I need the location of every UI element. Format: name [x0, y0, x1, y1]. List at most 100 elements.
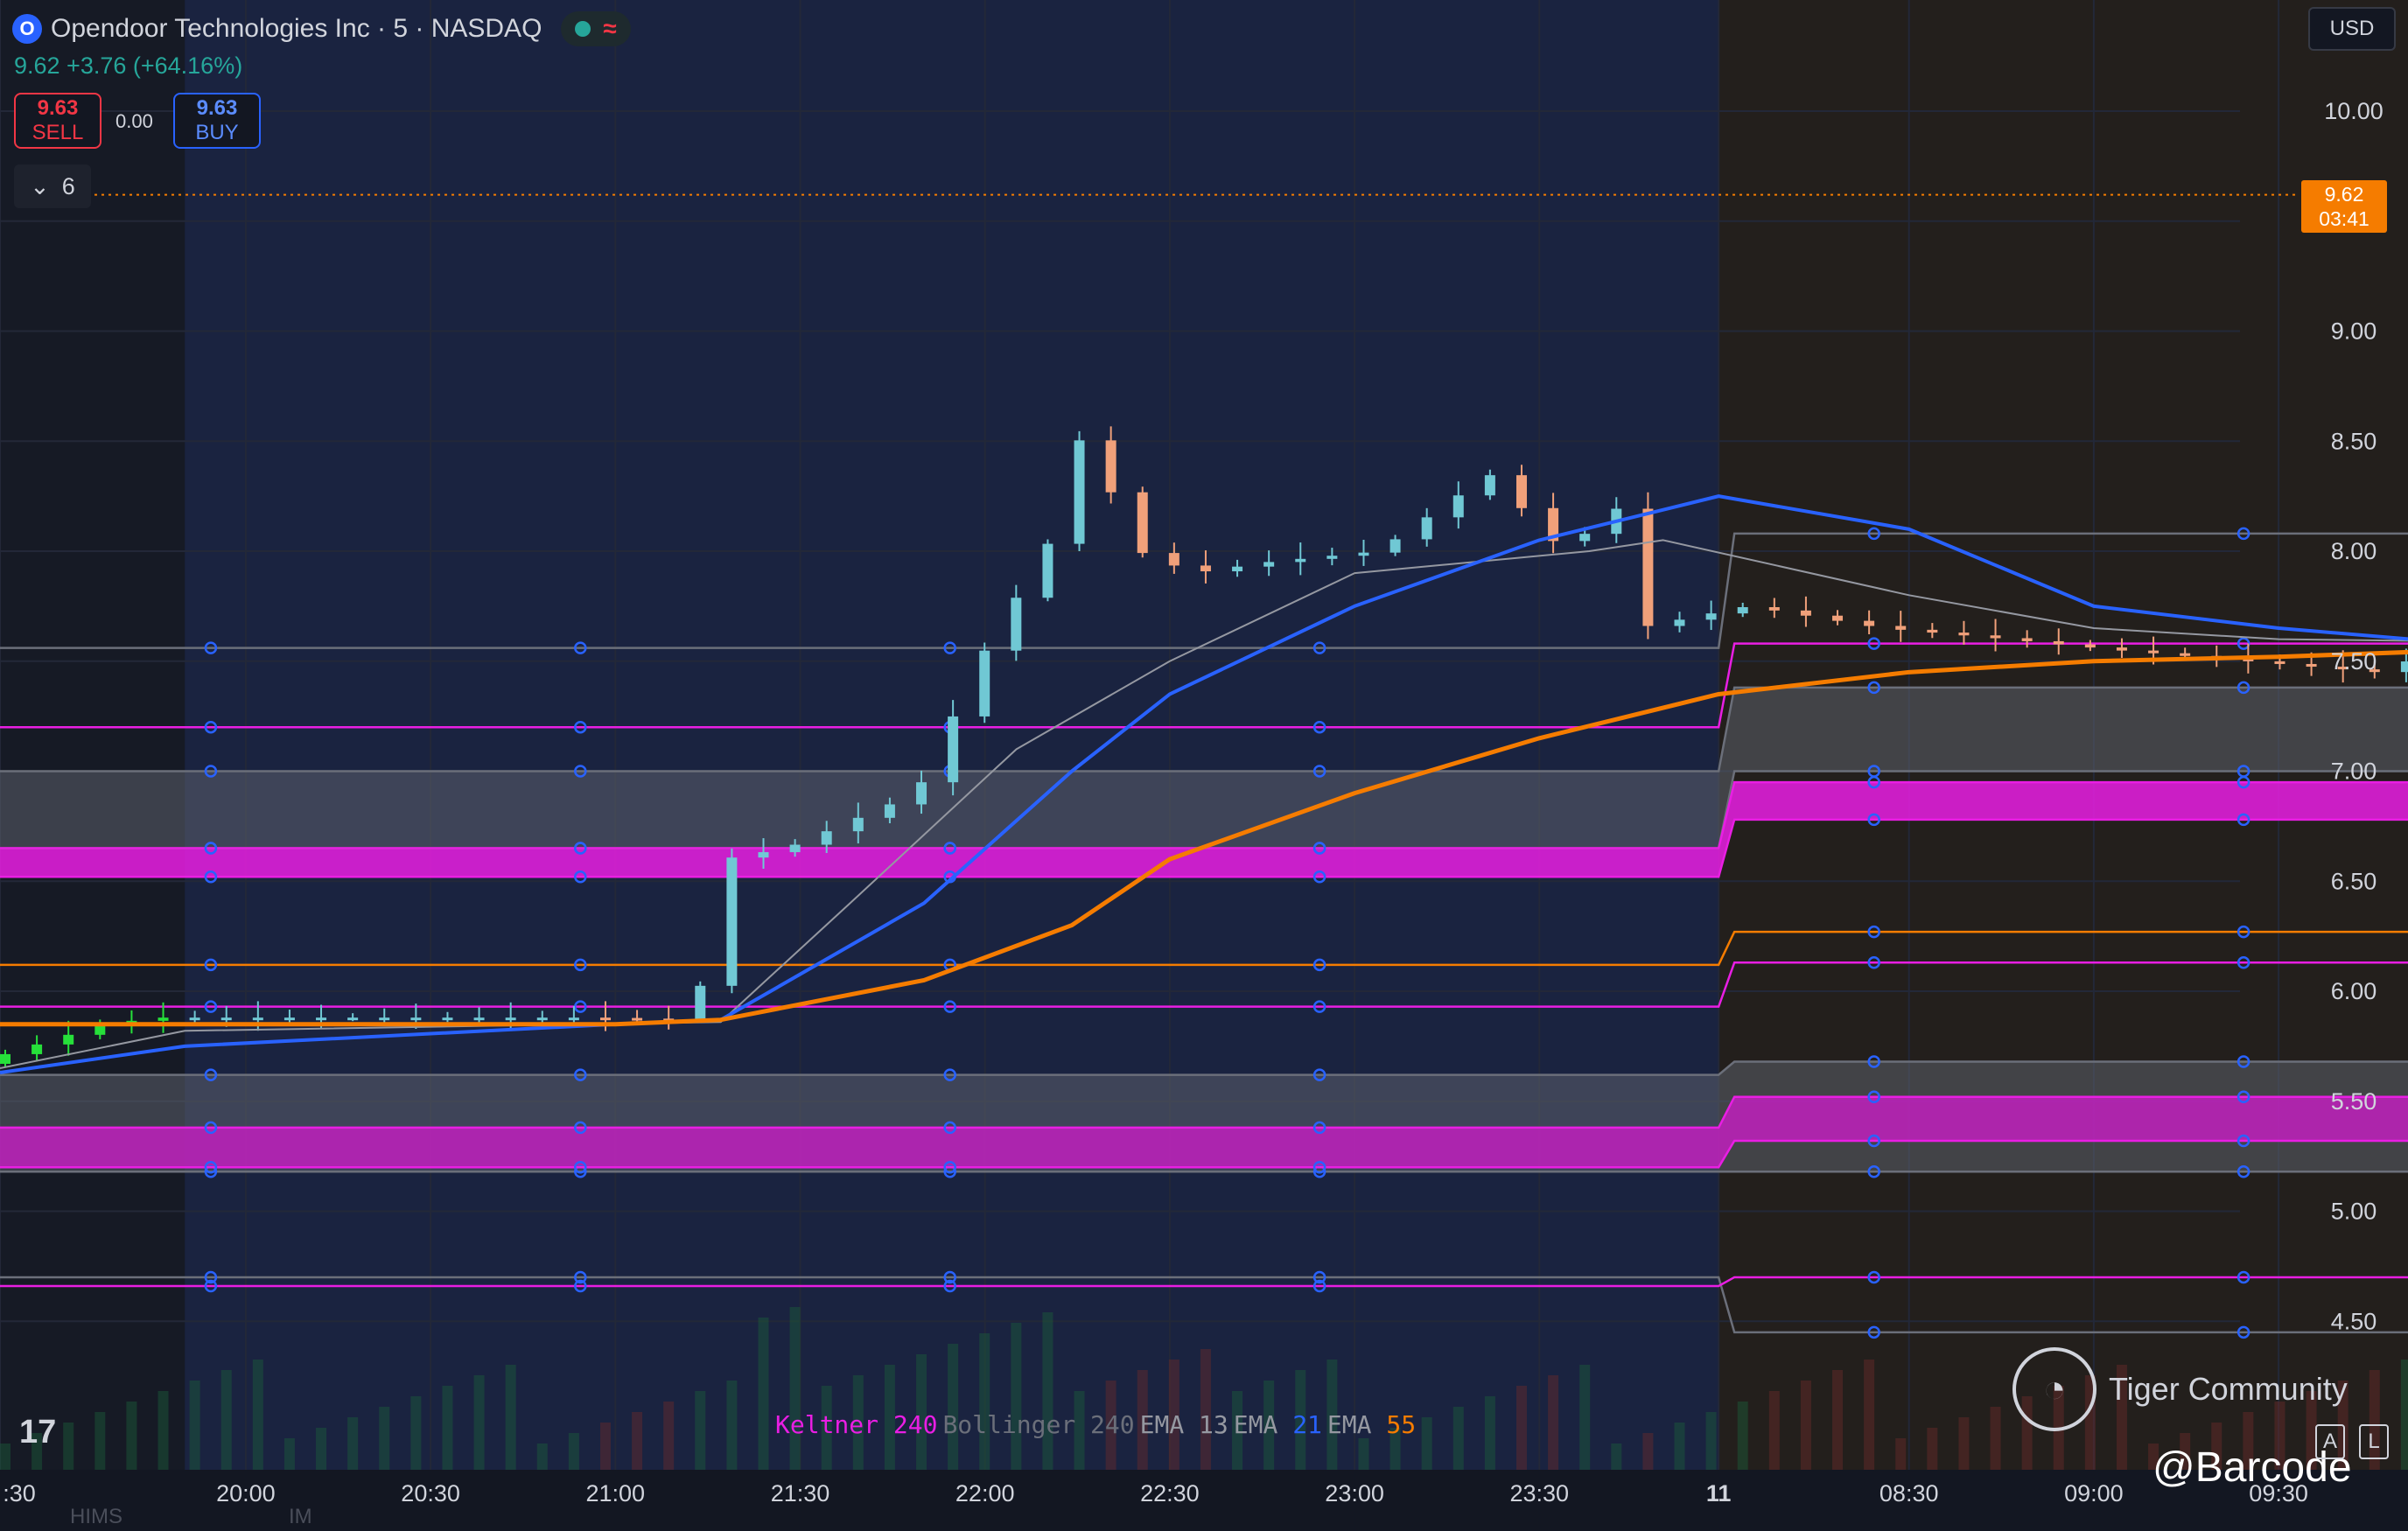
candle-body — [695, 985, 706, 1020]
tab-hims[interactable]: HIMS — [70, 1505, 122, 1528]
band-marker — [574, 1279, 587, 1293]
candlesticks — [0, 426, 2408, 1068]
sell-price: 9.63 — [37, 96, 79, 120]
candle-body — [789, 844, 801, 853]
market-status[interactable]: ≈ — [561, 11, 631, 46]
candle-body — [1011, 598, 1022, 651]
volume-bar — [1042, 1312, 1054, 1470]
x-tick-label: 21:00 — [586, 1480, 646, 1507]
volume-bar — [789, 1307, 801, 1470]
y-tick-label: 6.50 — [2331, 868, 2377, 894]
candle-body — [1737, 607, 1748, 614]
volume-bar — [1832, 1370, 1844, 1470]
candle-body — [821, 831, 832, 845]
candle-body — [1452, 495, 1464, 518]
candle-body — [1800, 610, 1811, 616]
candle-body — [473, 1017, 485, 1021]
market-open-icon — [575, 21, 592, 37]
x-tick-label: 20:00 — [216, 1480, 276, 1507]
symbol-header[interactable]: O Opendoor Technologies Inc · 5 · NASDAQ… — [12, 9, 631, 49]
band-marker — [2236, 1090, 2250, 1103]
volume-bar — [2243, 1412, 2254, 1470]
legend-ema-21[interactable]: EMA 21 — [1233, 1410, 1322, 1439]
candle-body — [158, 1017, 169, 1021]
y-tick-label: 6.00 — [2331, 978, 2377, 1004]
band-marker — [204, 842, 218, 855]
symbol-title[interactable]: Opendoor Technologies Inc · 5 · NASDAQ — [51, 14, 542, 43]
candle-body — [852, 817, 864, 832]
price-change: 9.62 +3.76 (+64.16%) — [14, 52, 243, 79]
band-marker — [574, 842, 587, 855]
tiger-community-watermark: ◔ Tiger Community — [2012, 1347, 2348, 1431]
indicator-legend[interactable]: Keltner 240 Bollinger 240 EMA 13 EMA 21 … — [775, 1410, 1416, 1439]
band-line-keltner-upper — [0, 642, 2408, 729]
band-marker — [2236, 1164, 2250, 1178]
legend-ema-13[interactable]: EMA 13 — [1139, 1410, 1228, 1439]
candle-body — [2306, 663, 2317, 668]
buy-button[interactable]: 9.63 BUY — [173, 93, 261, 149]
legend-bollinger[interactable]: Bollinger 240 — [942, 1410, 1135, 1439]
candle-body — [1264, 562, 1275, 567]
candle-body — [726, 857, 738, 986]
band-marker — [2236, 527, 2250, 541]
y-tick-label: 7.50 — [2331, 648, 2377, 675]
volume-bar — [632, 1412, 643, 1470]
candle-body — [316, 1017, 327, 1021]
band-marker — [1867, 1055, 1880, 1068]
volume-bar — [63, 1423, 74, 1470]
volume-bar — [852, 1375, 864, 1470]
volume-bar — [347, 1417, 359, 1470]
band-line-keltner-inner — [0, 961, 2408, 1008]
band-marker — [1312, 641, 1326, 654]
candle-body — [252, 1017, 263, 1021]
candle-body — [1168, 553, 1180, 566]
time-axis: :30 20:00 20:30 21:00 21:30 22:00 22:30 23:00 23… — [0, 1470, 2408, 1531]
auto-scale-button[interactable]: A — [2315, 1424, 2345, 1459]
volume-bar — [663, 1402, 675, 1470]
volume-bar — [2274, 1402, 2286, 1470]
bottom-symbol-tabs[interactable]: HIMS IM — [70, 1505, 312, 1529]
candle-body — [2148, 650, 2160, 654]
volume-bar — [1105, 1381, 1116, 1470]
band-marker — [574, 765, 587, 778]
volume-bar — [1200, 1349, 1211, 1470]
ema-lines — [0, 494, 2408, 1075]
session-overnight — [0, 0, 186, 1470]
chevron-down-icon: ⌄ — [30, 172, 50, 199]
sell-button[interactable]: 9.63 SELL — [14, 93, 102, 149]
y-tick-label: 5.50 — [2331, 1088, 2377, 1115]
band-marker — [204, 1270, 218, 1284]
keltner-lower-band — [0, 1096, 2408, 1168]
legend-ema-55[interactable]: EMA 55 — [1326, 1410, 1417, 1439]
buy-label: BUY — [195, 121, 239, 144]
log-scale-button[interactable]: L — [2359, 1424, 2389, 1459]
band-line-keltner-mid-top — [0, 780, 2408, 849]
candle-body — [2053, 640, 2064, 645]
legend-keltner[interactable]: Keltner 240 — [775, 1410, 938, 1439]
volume-bar — [1864, 1360, 1875, 1470]
volume-bar — [599, 1423, 611, 1470]
currency-button[interactable]: USD — [2308, 7, 2396, 51]
indicators-toggle-button[interactable]: ⌄ 6 — [14, 164, 91, 208]
candle-body — [948, 716, 959, 783]
band-marker — [204, 1000, 218, 1013]
band-marker — [1312, 1000, 1326, 1013]
candle-body — [1516, 475, 1527, 508]
x-tick-label: 09:30 — [2249, 1480, 2308, 1507]
candle-body — [1137, 492, 1148, 554]
x-tick-label: 08:30 — [1880, 1480, 1939, 1507]
volume-bar — [1295, 1370, 1306, 1470]
volume-bar — [1516, 1386, 1527, 1470]
tab-im[interactable]: IM — [289, 1505, 312, 1528]
band-marker — [574, 1160, 587, 1174]
candle-body — [2180, 653, 2191, 656]
volume-bar — [884, 1365, 895, 1470]
x-tick-label: 22:00 — [956, 1480, 1015, 1507]
tradingview-logo-icon[interactable]: 17 — [19, 1414, 57, 1451]
volume-bar — [316, 1428, 327, 1470]
candle-body — [2369, 669, 2380, 673]
x-tick-label: 21:30 — [771, 1480, 830, 1507]
candle-body — [1358, 552, 1369, 556]
band-marker — [204, 1068, 218, 1081]
